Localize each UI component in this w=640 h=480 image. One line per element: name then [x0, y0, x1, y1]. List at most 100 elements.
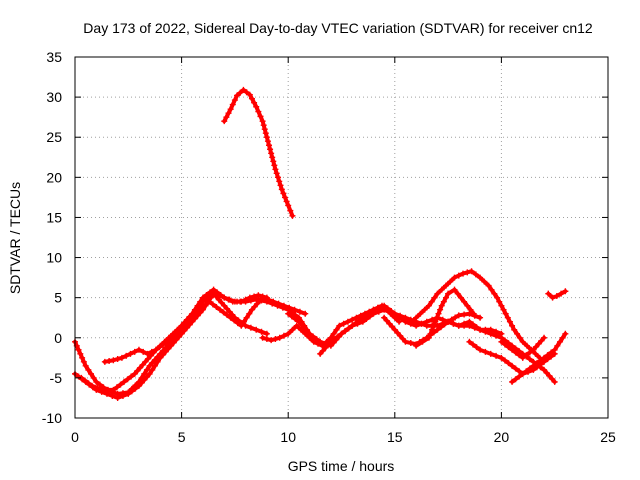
data-point [383, 317, 390, 324]
data-point [93, 378, 100, 385]
data-point [145, 355, 152, 362]
data-point [336, 322, 343, 329]
data-point [288, 313, 295, 320]
x-tick-label: 10 [280, 429, 296, 445]
data-point [143, 373, 150, 380]
data-point [442, 282, 449, 289]
data-point [121, 378, 128, 385]
data-point [96, 381, 103, 388]
data-point [128, 388, 135, 395]
y-tick-label: 15 [46, 209, 62, 225]
data-point [473, 324, 480, 331]
data-point [500, 306, 507, 313]
data-point [259, 334, 266, 341]
data-point [482, 348, 489, 355]
data-point [261, 126, 268, 133]
data-point [366, 309, 373, 316]
data-point [468, 268, 475, 275]
data-point [425, 334, 432, 341]
data-point [237, 89, 244, 96]
data-point [268, 150, 275, 157]
data-point [82, 362, 89, 369]
data-point [487, 330, 494, 337]
data-point [141, 370, 148, 377]
data-point [162, 348, 169, 355]
data-point [178, 322, 185, 329]
data-point [295, 318, 302, 325]
data-point [110, 386, 117, 393]
data-point [419, 338, 426, 345]
data-point [469, 341, 476, 348]
data-point [199, 298, 206, 305]
data-point [204, 294, 211, 301]
data-point [519, 370, 526, 377]
data-point [502, 310, 509, 317]
data-point [493, 352, 500, 359]
data-point [384, 305, 391, 312]
data-point [450, 320, 457, 327]
data-point [430, 322, 437, 329]
data-point [268, 337, 275, 344]
data-point [286, 304, 293, 311]
data-point [216, 292, 223, 299]
data-point [289, 326, 296, 333]
data-point [402, 318, 409, 325]
chart-title: Day 173 of 2022, Sidereal Day-to-day VTE… [83, 20, 593, 36]
data-point [127, 350, 134, 357]
data-point [277, 182, 284, 189]
data-point [546, 372, 553, 379]
data-point [243, 89, 250, 96]
data-point [434, 290, 441, 297]
data-point [125, 390, 132, 397]
data-point [464, 269, 471, 276]
data-point [509, 322, 516, 329]
data-point [85, 380, 92, 387]
data-point [161, 338, 168, 345]
data-point [330, 330, 337, 337]
data-point [491, 290, 498, 297]
data-point [496, 298, 503, 305]
data-point [386, 320, 393, 327]
data-point [370, 306, 377, 313]
data-point [504, 314, 511, 321]
data-point [425, 302, 432, 309]
data-point [482, 328, 489, 335]
data-point [240, 86, 247, 93]
data-point [516, 352, 523, 359]
data-point [498, 338, 505, 345]
data-point [394, 329, 401, 336]
data-point [557, 338, 564, 345]
data-point [477, 326, 484, 333]
data-point [413, 342, 420, 349]
data-point [428, 298, 435, 305]
data-point [440, 298, 447, 305]
data-point [519, 354, 526, 361]
data-point [139, 361, 146, 368]
data-point [538, 337, 545, 344]
data-point [349, 316, 356, 323]
series-track-4 [101, 290, 270, 365]
data-point [258, 328, 265, 335]
data-point [473, 344, 480, 351]
data-point [455, 272, 462, 279]
data-point [285, 202, 292, 209]
data-point [451, 286, 458, 293]
data-layer [72, 86, 569, 401]
data-point [512, 349, 519, 356]
data-point [117, 381, 124, 388]
data-point [413, 314, 420, 321]
data-point [545, 290, 552, 297]
data-point [455, 312, 462, 319]
x-axis-label: GPS time / hours [288, 458, 395, 474]
data-point [170, 339, 177, 346]
data-point [319, 347, 326, 354]
data-point [289, 212, 296, 219]
data-point [530, 362, 537, 369]
data-point [135, 346, 142, 353]
data-point [278, 186, 285, 193]
data-point [448, 316, 455, 323]
data-point [270, 298, 277, 305]
data-point [267, 146, 274, 153]
data-point [512, 376, 519, 383]
